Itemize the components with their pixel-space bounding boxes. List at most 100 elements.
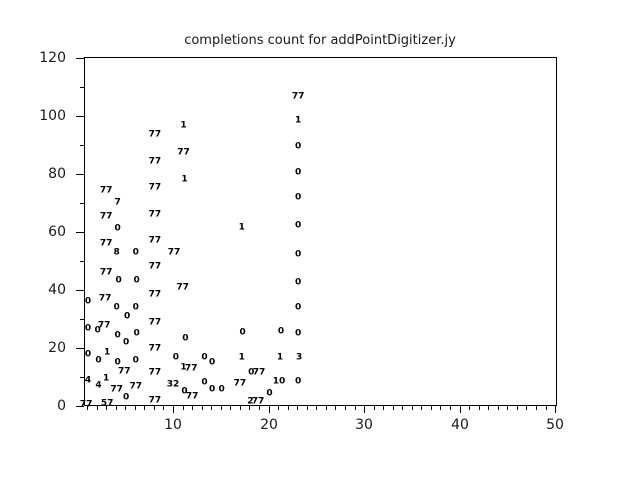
data-point-label: 77 xyxy=(148,235,162,246)
data-point-label: 0 xyxy=(124,311,131,322)
data-point-label: 77 xyxy=(251,396,265,407)
data-point-label: 77 xyxy=(148,395,162,406)
x-axis-minor-tick xyxy=(154,406,155,410)
data-point-label: 1 xyxy=(103,347,111,358)
x-axis-minor-tick xyxy=(335,406,336,410)
data-point-label: 77 xyxy=(148,317,162,328)
x-axis-minor-tick xyxy=(402,406,403,410)
chart-title: completions count for addPointDigitizer.… xyxy=(184,33,456,48)
data-point-label: 1 xyxy=(294,115,302,126)
data-point-label: 0 xyxy=(172,352,180,363)
x-axis-minor-tick xyxy=(144,406,145,410)
x-axis-minor-tick xyxy=(259,406,260,410)
x-axis-minor-tick xyxy=(431,406,432,410)
y-axis-minor-tick xyxy=(80,87,84,88)
data-point-label: 0 xyxy=(294,141,302,152)
x-axis-minor-tick xyxy=(278,406,279,410)
x-axis-tick xyxy=(173,406,174,413)
x-axis-minor-tick xyxy=(479,406,480,410)
x-axis-minor-tick xyxy=(288,406,289,410)
x-axis-minor-tick xyxy=(230,406,231,410)
data-point-label: 0 xyxy=(201,352,208,363)
data-point-label: 77 xyxy=(185,391,199,402)
data-point-label: 0 xyxy=(239,327,246,338)
data-point-label: 77 xyxy=(118,366,131,377)
x-axis-minor-tick xyxy=(116,406,117,410)
x-axis-tick xyxy=(555,406,556,413)
x-axis-minor-tick xyxy=(412,406,413,410)
data-point-label: 0 xyxy=(294,220,302,231)
data-point-label: 1 xyxy=(103,373,110,384)
x-axis-minor-tick xyxy=(183,406,184,410)
y-axis-tick xyxy=(76,116,84,117)
data-point-label: 77 xyxy=(98,293,112,304)
y-axis-minor-tick xyxy=(80,145,84,146)
y-axis-tick-label: 0 xyxy=(57,398,66,414)
data-point-label: 0 xyxy=(133,328,140,339)
x-axis-minor-tick xyxy=(450,406,451,410)
x-axis-minor-tick xyxy=(87,406,88,410)
data-point-label: 0 xyxy=(123,392,130,403)
x-axis-minor-tick xyxy=(526,406,527,410)
plot-area xyxy=(84,57,557,406)
data-point-label: 0 xyxy=(123,337,130,348)
data-point-label: 77 xyxy=(148,261,162,272)
x-axis-minor-tick xyxy=(163,406,164,410)
data-point-label: 0 xyxy=(114,357,121,368)
data-point-label: 77 xyxy=(148,129,162,140)
x-axis-tick xyxy=(460,406,461,413)
x-axis-minor-tick xyxy=(383,406,384,410)
x-axis-minor-tick xyxy=(240,406,241,410)
y-axis-tick xyxy=(76,174,84,175)
data-point-label: 77 xyxy=(99,238,113,248)
y-axis-tick-label: 40 xyxy=(48,282,66,298)
x-axis-minor-tick xyxy=(249,406,250,410)
y-axis-tick-label: 20 xyxy=(48,340,66,356)
data-point-label: 1 xyxy=(180,362,187,373)
data-point-label: 7 xyxy=(114,197,121,208)
data-point-label: 77 xyxy=(99,267,113,278)
data-point-label: 0 xyxy=(218,384,225,394)
data-point-label: 77 xyxy=(148,209,162,219)
y-axis-minor-tick xyxy=(80,203,84,204)
y-axis-tick xyxy=(76,232,84,233)
data-point-label: 0 xyxy=(294,328,302,339)
data-point-label: 4 xyxy=(84,375,92,385)
data-point-label: 0 xyxy=(94,325,101,336)
x-axis-minor-tick xyxy=(307,406,308,410)
data-point-label: 0 xyxy=(201,377,208,388)
data-point-label: 0 xyxy=(277,326,285,337)
data-point-label: 77 xyxy=(148,289,162,300)
y-axis-tick-label: 80 xyxy=(48,166,66,182)
data-point-label: 77 xyxy=(177,147,190,158)
data-point-label: 0 xyxy=(294,192,302,203)
y-axis-tick xyxy=(76,58,84,59)
data-point-label: 77 xyxy=(233,378,247,389)
x-axis-minor-tick xyxy=(202,406,203,410)
data-point-label: 77 xyxy=(148,182,162,193)
x-axis-minor-tick xyxy=(125,406,126,410)
data-point-label: 0 xyxy=(248,367,255,378)
data-point-label: 0 xyxy=(266,388,273,399)
data-point-label: 77 xyxy=(129,381,143,392)
x-axis-tick-label: 40 xyxy=(451,417,469,433)
data-point-label: 8 xyxy=(113,247,120,258)
data-point-label: 0 xyxy=(181,386,188,397)
data-point-label: 0 xyxy=(132,302,139,313)
data-point-label: 77 xyxy=(291,91,305,102)
x-axis-minor-tick xyxy=(106,406,107,410)
data-point-label: 0 xyxy=(294,277,302,288)
data-point-label: 77 xyxy=(184,363,198,374)
x-axis-tick xyxy=(269,406,270,413)
data-point-label: 1 xyxy=(238,222,245,233)
data-point-label: 3 xyxy=(295,352,303,363)
x-axis-minor-tick xyxy=(374,406,375,410)
data-point-label: 77 xyxy=(99,211,113,222)
data-point-label: 57 xyxy=(100,398,114,409)
data-point-label: 0 xyxy=(84,323,92,334)
data-point-label: 0 xyxy=(84,349,92,360)
data-point-label: 32 xyxy=(166,379,180,390)
data-point-label: 0 xyxy=(209,357,216,368)
data-point-label: 77 xyxy=(99,185,113,196)
